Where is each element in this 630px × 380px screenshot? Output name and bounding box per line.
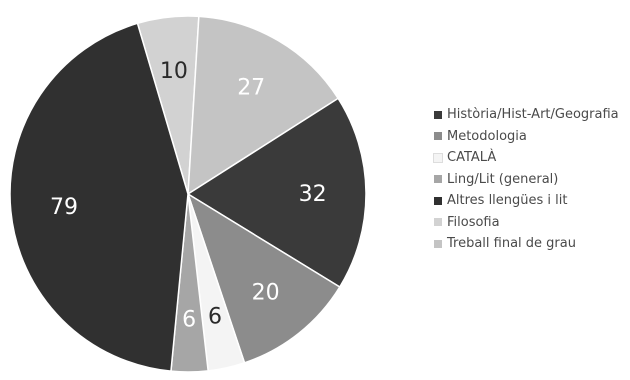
legend-swatch [434,110,442,119]
pie-chart: 10 27 32 20 66 79 [9,15,367,373]
legend-label: Treball final de grau [447,236,576,252]
pie-slice-label-5: 10 [160,59,188,84]
legend-item-5: Filosofia [434,212,619,234]
legend-swatch [434,218,442,227]
legend-label: Filosofia [447,214,500,230]
legend-item-1: Metodologia [434,126,619,148]
pie-slice-0 [186,97,367,289]
legend-swatch [433,152,443,163]
legend-item-4: Altres llengües i lit [434,190,619,212]
pie-slice-label-4: 79 [50,195,78,220]
legend-item-0: Història/Hist-Art/Geografia [434,104,619,126]
legend-item-2: CATALÀ [433,147,619,169]
legend-label: Ling/Lit (general) [447,171,559,187]
legend-label: Metodologia [447,128,527,144]
pie-slice-label-2: 6 [208,305,222,330]
legend-swatch [434,196,442,205]
legend-swatch [434,132,442,141]
legend-label: Història/Hist-Art/Geografia [447,107,619,123]
legend-swatch [434,239,442,248]
pie-slice-label-3: 6 [182,308,196,333]
pie-slice-label-1: 20 [252,281,280,306]
legend-swatch [434,175,442,184]
pie-slice-6 [187,15,340,196]
pie-slice-label-6: 27 [237,76,265,101]
legend-item-6: Treball final de grau [434,233,619,255]
legend-item-3: Ling/Lit (general) [434,169,619,191]
pie-slice-4 [9,22,189,372]
pie-slice-1 [186,192,341,364]
pie-slices [9,15,367,373]
legend-label: CATALÀ [447,150,497,166]
pie-labels: 10 27 32 20 66 79 [50,59,327,332]
chart-legend: Història/Hist-Art/Geografia Metodologia CA… [433,104,619,255]
pie-slice-label-0: 32 [299,182,327,207]
legend-label: Altres llengües i lit [447,193,568,209]
